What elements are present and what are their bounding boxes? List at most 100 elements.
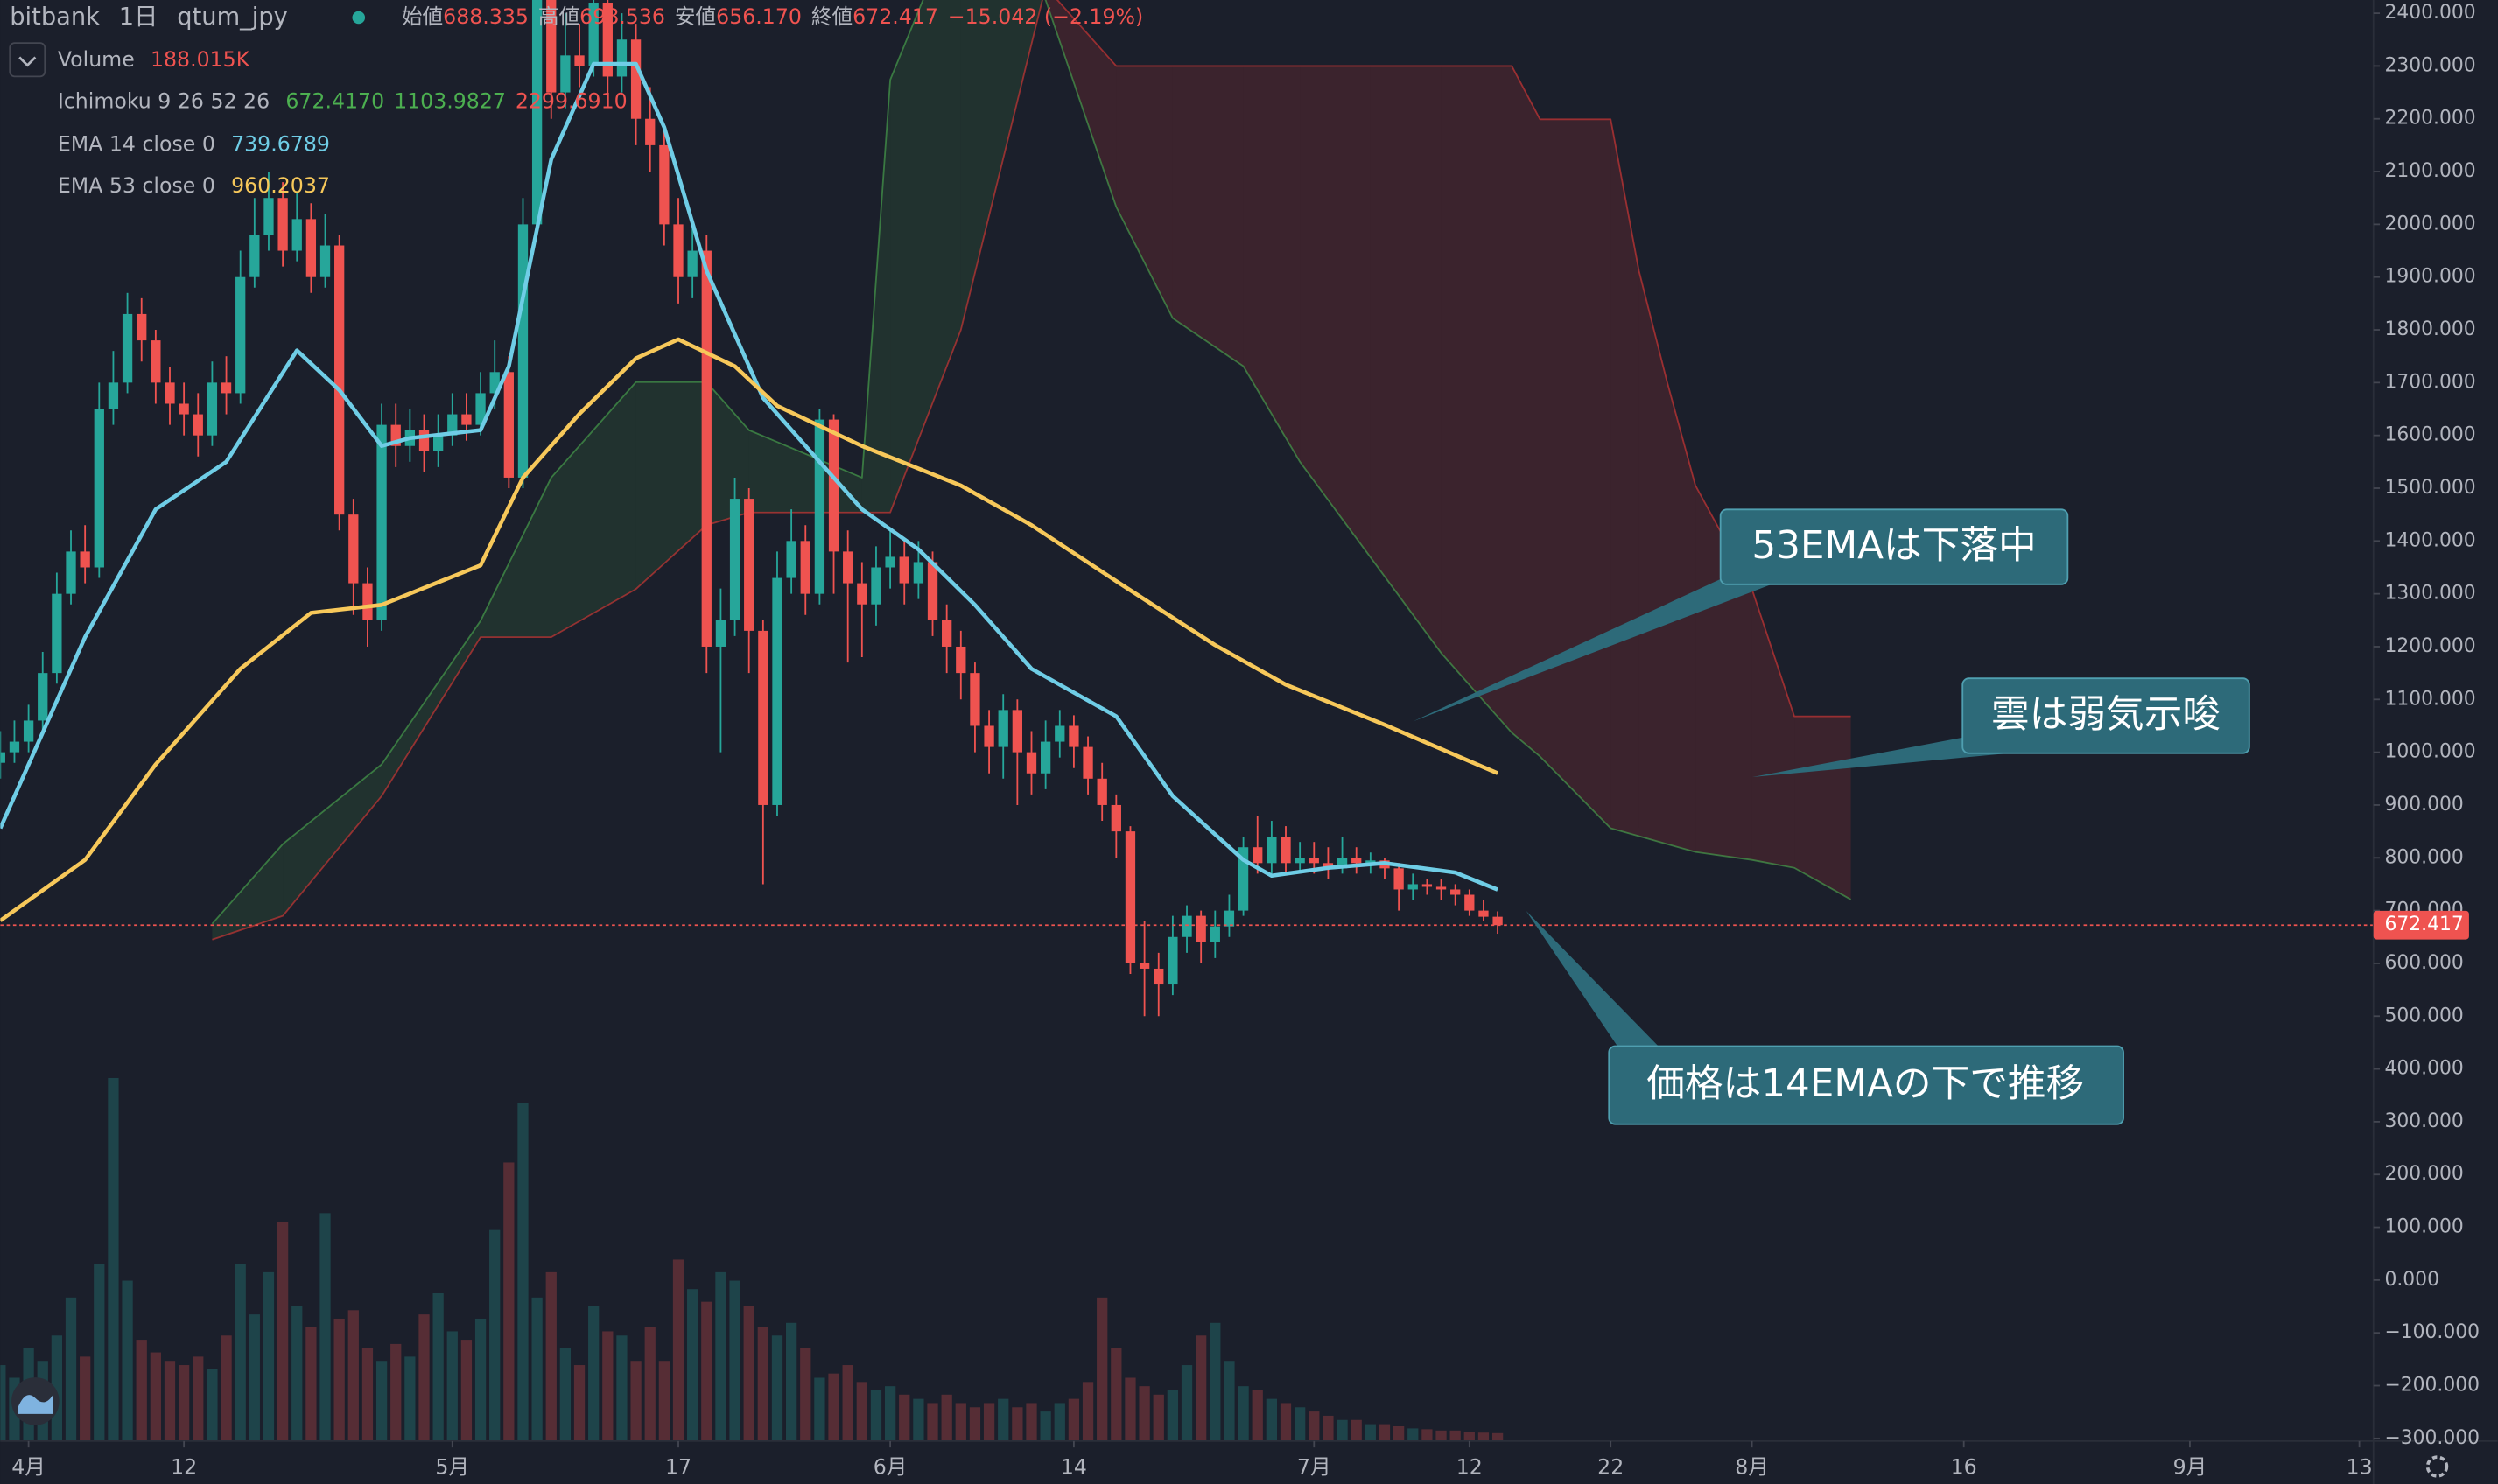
settings-icon[interactable] [2425, 1455, 2449, 1478]
cloud-fill [1441, 66, 1512, 733]
ohlc-label: 終値 [811, 4, 853, 29]
candle-body [1182, 915, 1192, 937]
volume-bar [785, 1322, 797, 1441]
candle-body [108, 382, 119, 410]
volume-bar [94, 1264, 105, 1441]
annotation-text: 価格は14EMAの下で推移 [1646, 1061, 2084, 1106]
cloud-fill [283, 764, 382, 916]
candle-body [291, 219, 302, 251]
y-tick-label: 1500.000 [2384, 477, 2475, 499]
status-dot [352, 10, 366, 24]
volume-bar [1365, 1424, 1376, 1441]
volume-bar [503, 1162, 515, 1441]
candle-body [645, 118, 656, 145]
cloud-fill [960, 0, 1046, 331]
candle-body [475, 393, 486, 425]
candle-body [1097, 778, 1107, 805]
x-tick-label: 8月 [1735, 1454, 1769, 1479]
y-tick-label: 2100.000 [2384, 160, 2475, 182]
x-tick-label: 13 [2347, 1454, 2373, 1479]
candle-body [348, 514, 359, 584]
volume-bar [1435, 1430, 1447, 1441]
y-tick-label: 800.000 [2384, 846, 2463, 868]
x-tick-label: 9月 [2173, 1454, 2207, 1479]
y-tick-label: 0.000 [2384, 1269, 2439, 1291]
span-b-line [212, 0, 1851, 941]
ohlc-label: 始値 [402, 4, 443, 29]
volume-bar [771, 1335, 783, 1441]
candle-body [1125, 831, 1136, 963]
ema-line [0, 337, 1498, 922]
volume-bar [1449, 1430, 1461, 1441]
candle-body [1139, 962, 1150, 969]
x-tick-label: 12 [1456, 1454, 1483, 1479]
volume-bar [800, 1348, 811, 1441]
volume-bar [277, 1221, 289, 1441]
candle-body [1168, 936, 1178, 985]
candle-body [1309, 858, 1319, 864]
volume-bar [108, 1077, 119, 1441]
header: bitbank 1日 qtum_jpy [10, 4, 288, 31]
candle-body [687, 250, 698, 277]
cloud-fill [382, 620, 481, 796]
cloud-fill [706, 382, 749, 526]
candle-body [899, 556, 909, 584]
candle-body [1365, 860, 1376, 864]
volume-bar [1252, 1390, 1263, 1441]
legend-value: 1103.9827 [394, 88, 506, 113]
candle-body [461, 414, 472, 425]
candle-body [66, 551, 76, 594]
y-tick-label: 1200.000 [2384, 635, 2475, 657]
legend-ema53: EMA 53 close 0 960.2037 [58, 172, 330, 197]
volume-bar [701, 1301, 712, 1441]
cloud-fill [481, 477, 551, 638]
volume-bar [193, 1356, 204, 1441]
y-tick-label: −100.000 [2384, 1321, 2480, 1343]
volume-bar [1210, 1322, 1221, 1441]
cloud-fill [212, 844, 284, 940]
collapse-button[interactable] [9, 42, 46, 78]
volume-bar [150, 1352, 161, 1441]
volume-bar [757, 1326, 768, 1441]
volume-bar [347, 1310, 359, 1441]
volume-bar [842, 1365, 853, 1441]
candle-body [1393, 868, 1404, 890]
volume-bar [828, 1373, 839, 1441]
y-tick-label: −300.000 [2384, 1427, 2480, 1449]
volume-bar [207, 1368, 218, 1441]
candle-body [1492, 916, 1503, 926]
candle-body [843, 551, 853, 584]
candle-body [418, 430, 430, 452]
candle-body [122, 313, 133, 383]
volume-bar [983, 1403, 995, 1441]
legend-value: 2299.6910 [516, 88, 628, 113]
volume-bar [644, 1326, 656, 1441]
legend-value: 739.6789 [231, 131, 330, 156]
symbol: qtum_jpy [177, 4, 288, 31]
volume-bar [1266, 1398, 1277, 1441]
volume-bar [390, 1343, 402, 1441]
cloud-fill [1751, 589, 1795, 868]
volume-bar [913, 1398, 924, 1441]
candle-body [1111, 804, 1121, 832]
callout-box [1608, 1045, 2124, 1125]
candle-body [885, 556, 895, 568]
change: −15.042 (−2.19%) [948, 4, 1143, 29]
volume-bar [1295, 1407, 1306, 1441]
candle-body [729, 499, 740, 620]
volume-bar [1068, 1398, 1080, 1441]
volume-bar [65, 1297, 77, 1441]
candle-body [673, 224, 684, 277]
annotation: 53EMAは下落中 [1413, 508, 2069, 722]
annotation: 価格は14EMAの下で推移 [1526, 910, 2124, 1125]
candle-body [942, 620, 952, 647]
y-tick-label: 1900.000 [2384, 266, 2475, 288]
candle-body [1055, 725, 1065, 742]
volume-bar [729, 1280, 740, 1441]
candle-body [1351, 858, 1362, 864]
candle-body [319, 245, 331, 277]
candle-body [137, 313, 147, 341]
volume-bar [1196, 1335, 1207, 1441]
volume-bar [517, 1102, 529, 1441]
